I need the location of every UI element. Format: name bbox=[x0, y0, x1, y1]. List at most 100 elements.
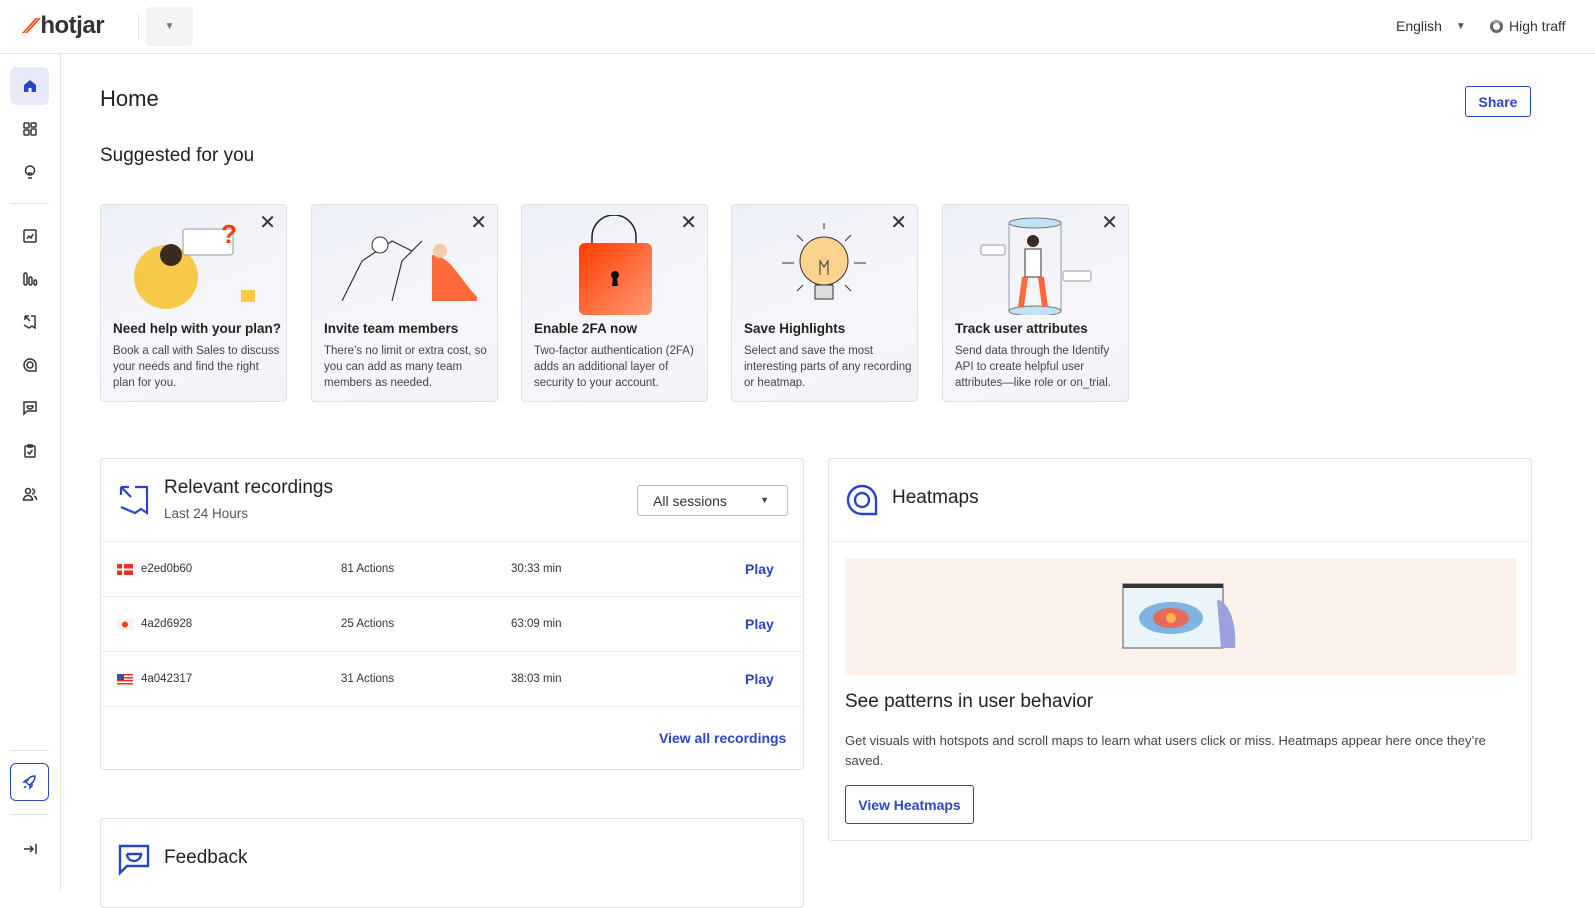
flag-japan-icon bbox=[117, 619, 133, 630]
table-row[interactable]: e2ed0b60 81 Actions 30:33 min Play bbox=[101, 541, 803, 596]
dashboard-icon bbox=[22, 122, 37, 136]
card-title: Save Highlights bbox=[744, 321, 846, 336]
sidebar-divider bbox=[10, 814, 49, 815]
play-link[interactable]: Play bbox=[745, 671, 774, 687]
expand-arrow-icon bbox=[23, 844, 37, 854]
recordings-panel: Relevant recordings Last 24 Hours All se… bbox=[100, 458, 804, 770]
sidebar-item-users[interactable] bbox=[10, 475, 49, 513]
panel-subtitle: Last 24 Hours bbox=[164, 506, 249, 521]
heatmap-icon bbox=[22, 358, 37, 372]
suggestion-card-2fa[interactable]: ✕ Enable 2FA now Two-factor authenticati… bbox=[521, 204, 708, 402]
play-link[interactable]: Play bbox=[745, 561, 774, 577]
high-five-illustration bbox=[332, 215, 482, 311]
loading-ring-icon bbox=[1490, 19, 1503, 33]
recording-duration: 63:09 min bbox=[511, 618, 562, 630]
play-link[interactable]: Play bbox=[745, 616, 774, 632]
divider bbox=[138, 14, 139, 40]
card-description: Send data through the Identify API to cr… bbox=[955, 345, 1111, 389]
card-title: Track user attributes bbox=[955, 321, 1088, 336]
close-icon[interactable]: ✕ bbox=[470, 212, 487, 234]
card-description: Two-factor authentication (2FA) adds an … bbox=[534, 345, 694, 389]
panel-title: Feedback bbox=[164, 847, 248, 868]
site-dropdown[interactable]: ▼ bbox=[146, 7, 193, 46]
top-bar: ⁄⁄ hotjar ▼ English ▼ High traff bbox=[0, 0, 1595, 54]
sidebar-item-recordings[interactable] bbox=[10, 303, 49, 341]
sidebar-item-feedback[interactable] bbox=[10, 389, 49, 427]
heatmaps-description: Get visuals with hotspots and scroll map… bbox=[845, 733, 1486, 768]
sidebar-divider bbox=[10, 750, 49, 751]
rocket-icon bbox=[21, 775, 36, 790]
recording-id: e2ed0b60 bbox=[141, 563, 193, 575]
lightbulb-icon bbox=[24, 165, 35, 179]
close-icon[interactable]: ✕ bbox=[1101, 212, 1118, 234]
suggestion-card-attributes[interactable]: ✕ Track user attributes Send data throug… bbox=[942, 204, 1129, 402]
caret-down-icon: ▼ bbox=[1455, 20, 1466, 32]
sales-illustration: ? bbox=[121, 215, 266, 311]
recording-actions: 25 Actions bbox=[341, 618, 395, 630]
suggestion-card-invite[interactable]: ✕ Invite team members There’s no limit o… bbox=[311, 204, 498, 402]
recording-actions: 81 Actions bbox=[341, 563, 395, 575]
feedback-icon bbox=[22, 401, 37, 416]
svg-text:?: ? bbox=[221, 219, 237, 249]
heatmap-illustration bbox=[845, 558, 1516, 675]
logo-mark-icon: ⁄⁄ bbox=[24, 13, 38, 38]
flag-usa-icon bbox=[117, 674, 133, 685]
hotjar-logo[interactable]: ⁄⁄ hotjar bbox=[24, 12, 105, 40]
share-button[interactable]: Share bbox=[1465, 86, 1531, 117]
sidebar-item-dashboards[interactable] bbox=[10, 110, 49, 148]
bar-chart-icon bbox=[22, 272, 37, 286]
flag-denmark-icon bbox=[117, 564, 133, 575]
card-description: There’s no limit or extra cost, so you c… bbox=[324, 345, 487, 389]
caret-down-icon: ▼ bbox=[760, 495, 769, 505]
users-icon bbox=[22, 487, 37, 501]
close-icon[interactable]: ✕ bbox=[259, 212, 276, 234]
recording-duration: 30:33 min bbox=[511, 563, 562, 575]
sidebar-divider bbox=[10, 203, 49, 204]
suggestion-card-highlights[interactable]: ✕ Save Highlights Select and save the mo… bbox=[731, 204, 918, 402]
heatmaps-headline: See patterns in user behavior bbox=[845, 691, 1094, 712]
traffic-label: High traff bbox=[1509, 18, 1566, 34]
close-icon[interactable]: ✕ bbox=[680, 212, 697, 234]
sidebar-item-heatmaps[interactable] bbox=[10, 346, 49, 384]
feedback-icon bbox=[118, 844, 150, 876]
user-attributes-illustration bbox=[963, 215, 1108, 317]
panel-divider bbox=[829, 541, 1531, 542]
table-row[interactable]: 4a2d6928 25 Actions 63:09 min Play bbox=[101, 596, 803, 651]
logo-text: hotjar bbox=[40, 12, 105, 39]
card-title: Need help with your plan? bbox=[113, 321, 282, 336]
close-icon[interactable]: ✕ bbox=[890, 212, 907, 234]
sidebar-item-funnels[interactable] bbox=[10, 260, 49, 298]
panel-title: Heatmaps bbox=[892, 487, 979, 508]
sidebar bbox=[0, 54, 61, 890]
panel-title: Relevant recordings bbox=[164, 477, 333, 498]
expand-sidebar-button[interactable] bbox=[10, 830, 49, 868]
recording-actions: 31 Actions bbox=[341, 673, 395, 685]
card-title: Invite team members bbox=[324, 321, 459, 336]
card-description: Select and save the most interesting par… bbox=[744, 345, 912, 389]
view-all-recordings-link[interactable]: View all recordings bbox=[659, 730, 787, 746]
get-started-button[interactable] bbox=[10, 763, 49, 801]
feedback-panel: Feedback bbox=[100, 818, 804, 908]
caret-down-icon: ▼ bbox=[164, 21, 175, 32]
trend-chart-icon bbox=[22, 229, 37, 243]
view-heatmaps-button[interactable]: View Heatmaps bbox=[845, 785, 974, 824]
sidebar-item-surveys[interactable] bbox=[10, 432, 49, 470]
traffic-status[interactable]: High traff bbox=[1490, 18, 1566, 34]
card-description: Book a call with Sales to discuss your n… bbox=[113, 345, 280, 389]
table-row[interactable]: 4a042317 31 Actions 38:03 min Play bbox=[101, 651, 803, 706]
row-divider bbox=[101, 706, 803, 707]
language-label: English bbox=[1396, 18, 1442, 34]
recording-id: 4a2d6928 bbox=[141, 618, 193, 630]
suggestion-card-plan[interactable]: ? ✕ Need help with your plan? Book a cal… bbox=[100, 204, 287, 402]
language-selector[interactable]: English ▼ bbox=[1396, 18, 1466, 34]
sidebar-item-home[interactable] bbox=[10, 67, 49, 105]
sessions-filter-select[interactable]: All sessions ▼ bbox=[637, 485, 788, 516]
sidebar-item-trends[interactable] bbox=[10, 217, 49, 255]
page-title: Home bbox=[100, 86, 159, 111]
recordings-icon bbox=[23, 315, 36, 330]
recording-id: 4a042317 bbox=[141, 673, 193, 685]
sidebar-item-insights[interactable] bbox=[10, 153, 49, 191]
recordings-icon bbox=[119, 485, 149, 516]
select-value: All sessions bbox=[653, 493, 727, 509]
card-title: Enable 2FA now bbox=[534, 321, 638, 336]
